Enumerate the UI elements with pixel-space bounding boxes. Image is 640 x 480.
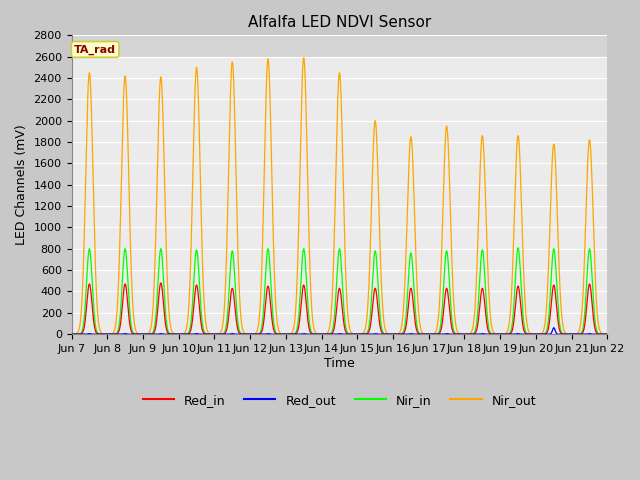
Bar xyxy=(72,36,607,57)
Title: Alfalfa LED NDVI Sensor: Alfalfa LED NDVI Sensor xyxy=(248,15,431,30)
Legend: Red_in, Red_out, Nir_in, Nir_out: Red_in, Red_out, Nir_in, Nir_out xyxy=(138,389,541,411)
Text: TA_rad: TA_rad xyxy=(74,44,116,55)
Y-axis label: LED Channels (mV): LED Channels (mV) xyxy=(15,124,28,245)
X-axis label: Time: Time xyxy=(324,357,355,370)
